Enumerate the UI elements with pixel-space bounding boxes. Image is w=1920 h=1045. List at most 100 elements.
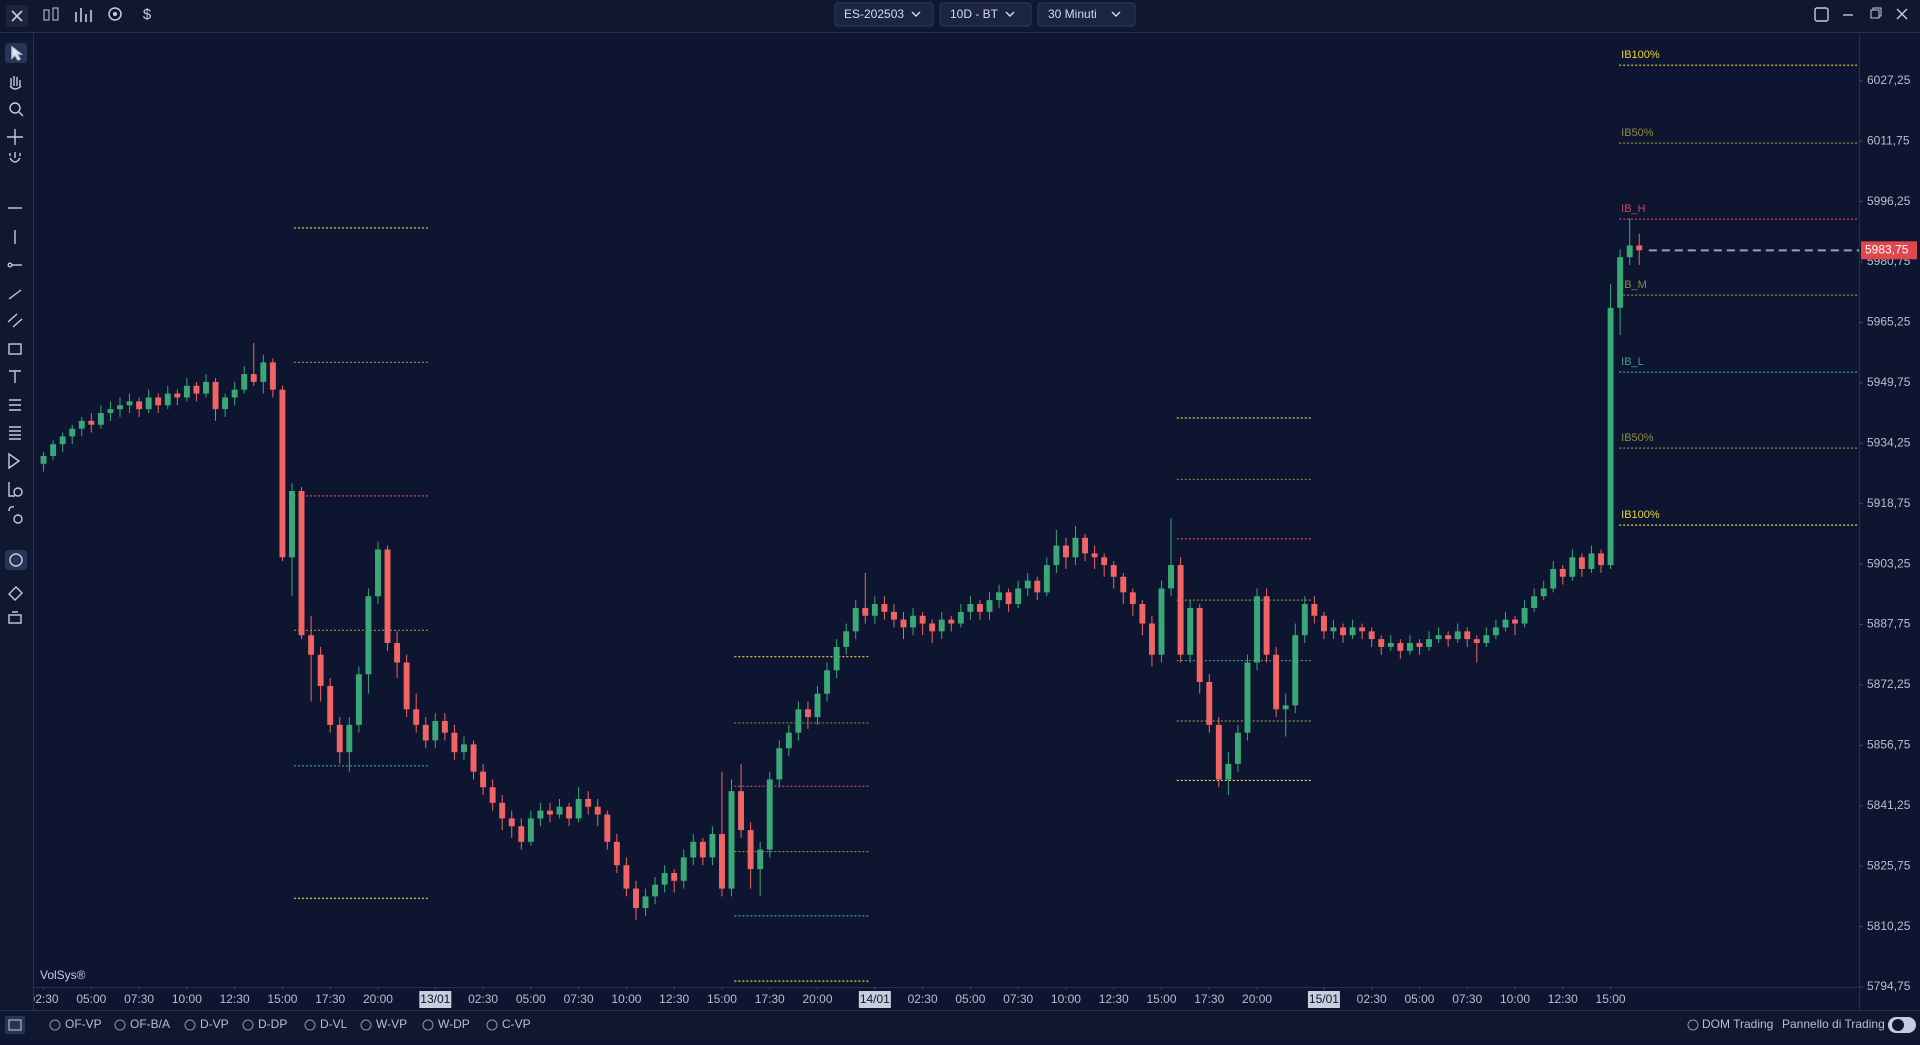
window-close-button[interactable] xyxy=(1896,8,1908,20)
panel-button[interactable] xyxy=(5,1016,25,1034)
dom-radio[interactable] xyxy=(1687,1019,1699,1031)
candle-body xyxy=(1082,537,1089,554)
candle-body xyxy=(1454,631,1461,640)
candle-body xyxy=(1263,596,1270,655)
candle-body xyxy=(145,397,152,410)
candle-body xyxy=(1110,565,1117,577)
candle-body xyxy=(289,491,295,558)
candle-body xyxy=(1378,639,1385,647)
date-highlight xyxy=(1307,991,1340,1008)
magnet-tool[interactable] xyxy=(9,152,21,163)
candle-body xyxy=(327,685,334,725)
candle-body xyxy=(1512,619,1518,624)
restore-button[interactable] xyxy=(1870,7,1882,19)
zoom-tool[interactable] xyxy=(9,102,24,117)
candle-body xyxy=(1005,592,1012,605)
y-tick-label: 5825,75 xyxy=(1867,858,1911,872)
candle-body xyxy=(336,724,343,753)
study-radio[interactable] xyxy=(114,1019,126,1031)
period-text: 10D - BT xyxy=(950,7,999,21)
channel-tool[interactable] xyxy=(7,313,23,328)
ib-level-label: IB_L xyxy=(1621,356,1644,368)
candle-body xyxy=(1225,763,1232,780)
pointer-tool[interactable] xyxy=(5,43,27,63)
x-tick-label: 12:30 xyxy=(1099,992,1129,1006)
order-tool[interactable] xyxy=(8,506,23,524)
candle-body xyxy=(1101,557,1108,566)
close-button[interactable] xyxy=(6,5,28,27)
timeframe-dropdown[interactable] xyxy=(1037,2,1136,27)
lock-tool[interactable] xyxy=(5,550,27,570)
study-radio[interactable] xyxy=(242,1019,254,1031)
study-radio[interactable] xyxy=(486,1019,498,1031)
y-tick-label: 5934,25 xyxy=(1867,435,1911,449)
study-radio[interactable] xyxy=(49,1019,61,1031)
eraser-tool[interactable] xyxy=(8,586,23,601)
candle-body xyxy=(575,798,582,819)
candle-body xyxy=(757,849,764,870)
ray-tool[interactable] xyxy=(7,262,22,268)
candle-type-button[interactable] xyxy=(43,7,59,21)
candle-body xyxy=(566,806,573,819)
symbol-dropdown[interactable] xyxy=(834,2,934,27)
trendline-tool[interactable] xyxy=(8,289,22,300)
candle-body xyxy=(1120,576,1127,593)
candle-body xyxy=(136,401,143,410)
panel-toggle[interactable] xyxy=(1888,1017,1916,1033)
period-dropdown[interactable] xyxy=(939,2,1032,27)
candle-body xyxy=(193,385,200,394)
delete-tool[interactable] xyxy=(8,611,22,624)
measure-tool[interactable] xyxy=(8,452,21,470)
candle-body xyxy=(375,549,381,597)
study-radio[interactable] xyxy=(360,1019,372,1031)
rectangle-tool[interactable] xyxy=(8,343,22,355)
candle-body xyxy=(1550,568,1557,589)
fib-tool[interactable] xyxy=(9,426,21,440)
x-tick-label: 15:00 xyxy=(267,992,297,1006)
x-tick-label: 05:00 xyxy=(516,992,546,1006)
candle-body xyxy=(1588,553,1595,569)
candle-body xyxy=(1492,627,1499,636)
indicators-button[interactable] xyxy=(75,8,92,22)
settings-button[interactable] xyxy=(108,7,122,21)
candle-body xyxy=(1598,553,1604,566)
dropdown-arrow xyxy=(1111,11,1121,17)
candle-body xyxy=(1540,588,1547,597)
candle-body xyxy=(556,806,563,815)
bottom-bar: DOM Trading Pannello di Trading OF-VP OF-… xyxy=(0,1010,1920,1040)
candle-body xyxy=(1445,635,1452,640)
candle-body xyxy=(690,841,697,858)
candle-body xyxy=(919,615,926,624)
alert-tool[interactable] xyxy=(8,482,23,497)
candle-body xyxy=(910,615,917,628)
candle-body xyxy=(957,611,964,624)
study-label: D-VP xyxy=(200,1017,229,1031)
candle-body xyxy=(1636,245,1643,251)
study-radio[interactable] xyxy=(304,1019,316,1031)
candle-body xyxy=(852,607,859,632)
candle-body xyxy=(814,693,821,718)
candle-body xyxy=(222,397,229,410)
candle-body xyxy=(1273,654,1280,710)
candle-body xyxy=(231,389,238,398)
layout-button[interactable] xyxy=(1814,7,1829,22)
candle-body xyxy=(623,865,630,889)
candle-body xyxy=(50,444,57,456)
candle-body xyxy=(499,802,506,819)
text-tool[interactable] xyxy=(9,370,21,383)
timeframe-text: 30 Minuti xyxy=(1048,7,1097,21)
candle-body xyxy=(1148,623,1155,655)
candle-body xyxy=(1072,537,1079,558)
currency-button[interactable]: $ xyxy=(143,6,152,23)
left-bar-bg xyxy=(0,33,33,1011)
study-radio[interactable] xyxy=(422,1019,434,1031)
crosshair-tool[interactable] xyxy=(7,129,23,145)
candle-body xyxy=(1139,604,1146,624)
candle-body xyxy=(1569,557,1576,577)
study-radio[interactable] xyxy=(184,1019,196,1031)
levels-tool[interactable] xyxy=(9,399,21,411)
candle-body xyxy=(346,724,353,753)
candle-body xyxy=(1168,565,1175,589)
hand-tool[interactable] xyxy=(9,76,22,90)
candle-body xyxy=(451,732,458,753)
